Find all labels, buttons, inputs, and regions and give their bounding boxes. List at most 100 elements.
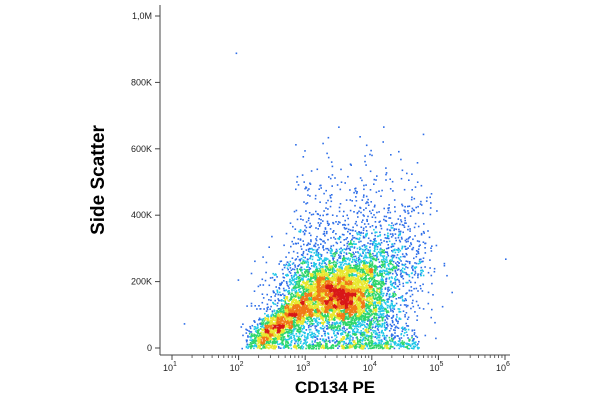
event-dot [303, 316, 306, 319]
event-dot [285, 256, 287, 258]
event-dot [316, 320, 318, 323]
event-dot [346, 288, 349, 291]
event-dot [398, 279, 400, 282]
event-dot [388, 265, 390, 267]
event-dot [383, 321, 386, 324]
event-dot [360, 261, 362, 263]
event-dot [304, 271, 306, 274]
event-dot [377, 302, 379, 304]
event-dot [365, 299, 367, 302]
event-dot [381, 308, 383, 310]
event-dot [334, 310, 336, 313]
event-dot [407, 237, 410, 240]
event-dot [285, 274, 287, 276]
event-dot [295, 294, 297, 296]
event-dot [327, 289, 330, 291]
event-dot [298, 285, 301, 288]
event-dot [337, 301, 339, 303]
event-dot [366, 339, 369, 341]
event-dot [340, 275, 343, 278]
event-dot [344, 321, 347, 324]
event-dot [432, 294, 434, 296]
event-dot [317, 296, 319, 298]
event-dot [347, 262, 350, 265]
event-dot [373, 307, 375, 309]
event-dot [340, 311, 343, 313]
event-dot [350, 281, 352, 283]
event-dot [398, 283, 401, 286]
event-dot [415, 300, 418, 303]
event-dot [355, 263, 357, 266]
event-dot [336, 312, 338, 315]
event-dot [306, 286, 309, 289]
event-dot [321, 286, 323, 288]
event-dot [302, 277, 304, 280]
event-dot [338, 293, 341, 295]
event-dot [391, 325, 393, 328]
event-dot [381, 313, 384, 315]
event-dot [327, 283, 329, 285]
event-dot [277, 312, 280, 315]
event-dot [370, 314, 372, 317]
event-dot [372, 288, 375, 290]
event-dot [379, 297, 381, 300]
event-dot [297, 296, 299, 298]
event-dot [358, 292, 361, 294]
event-dot [354, 288, 356, 290]
event-dot [333, 312, 335, 315]
event-dot [364, 293, 366, 296]
event-dot [409, 295, 412, 298]
event-dot [319, 270, 322, 273]
event-dot [311, 273, 313, 276]
event-dot [325, 286, 327, 289]
event-dot [373, 270, 376, 273]
event-dot [367, 295, 370, 298]
event-dot [291, 292, 294, 295]
event-dot [385, 321, 388, 323]
event-dot [359, 280, 361, 282]
event-dot [379, 269, 382, 272]
event-dot [360, 315, 363, 317]
event-dot [297, 280, 299, 283]
event-dot [344, 302, 346, 304]
event-dot [295, 276, 298, 279]
event-dot [300, 274, 302, 277]
event-dot [258, 317, 261, 320]
event-dot [355, 294, 357, 297]
event-dot [386, 273, 388, 275]
event-dot [337, 302, 339, 305]
event-dot [250, 302, 253, 305]
event-dot [324, 296, 327, 298]
event-dot [349, 309, 352, 312]
event-dot [390, 255, 393, 258]
event-dot [395, 318, 397, 320]
event-dot [358, 258, 360, 261]
event-dot [343, 298, 345, 300]
event-dot [357, 329, 359, 331]
event-dot [400, 333, 402, 336]
event-dot [350, 274, 352, 276]
event-dot [351, 300, 353, 303]
event-dot [377, 295, 380, 298]
event-dot [317, 284, 319, 286]
event-dot [371, 264, 373, 266]
event-dot [313, 290, 315, 292]
event-dot [344, 274, 347, 277]
event-dot [369, 243, 371, 245]
event-dot [366, 326, 368, 329]
event-dot [405, 260, 408, 262]
event-dot [343, 285, 345, 287]
event-dot [315, 315, 318, 318]
event-dot [382, 279, 384, 281]
event-dot [397, 265, 400, 267]
event-dot [380, 272, 382, 275]
event-dot [353, 253, 355, 255]
event-dot [411, 276, 414, 279]
event-dot [408, 289, 411, 292]
event-dot [378, 325, 380, 327]
event-dot [344, 280, 347, 283]
event-dot [410, 286, 413, 288]
event-dot [302, 280, 305, 283]
event-dot [382, 295, 384, 297]
event-dot [294, 281, 296, 284]
